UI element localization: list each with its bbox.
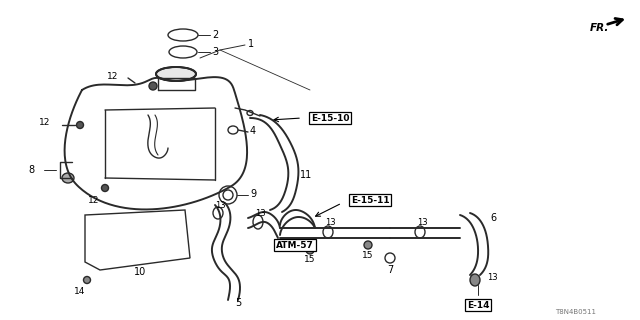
Text: 5: 5 [235,298,241,308]
Text: 12: 12 [88,196,100,204]
Ellipse shape [149,82,157,90]
Text: 8: 8 [28,165,34,175]
Ellipse shape [62,173,74,183]
Ellipse shape [364,241,372,249]
Text: 12: 12 [107,71,118,81]
Text: 9: 9 [250,189,256,199]
Text: 15: 15 [362,252,374,260]
Text: 4: 4 [250,126,256,136]
Text: 12: 12 [38,117,50,126]
Text: E-14: E-14 [467,300,489,309]
Text: E-15-10: E-15-10 [311,114,349,123]
Ellipse shape [77,122,83,129]
Text: 13: 13 [417,218,428,227]
Text: 2: 2 [212,30,218,40]
Text: 11: 11 [300,170,312,180]
Ellipse shape [306,246,314,254]
Text: 14: 14 [74,287,86,297]
Text: 7: 7 [387,265,393,275]
Text: E-15-11: E-15-11 [351,196,389,204]
Ellipse shape [102,185,109,191]
Text: 13: 13 [324,218,335,227]
Ellipse shape [83,276,90,284]
Ellipse shape [156,67,196,81]
Text: 15: 15 [304,255,316,265]
Text: ATM-57: ATM-57 [276,241,314,250]
Ellipse shape [470,274,480,286]
Text: 10: 10 [134,267,146,277]
Text: T8N4B0511: T8N4B0511 [555,309,596,315]
Text: 3: 3 [212,47,218,57]
Text: 13: 13 [214,201,225,210]
Text: 13: 13 [255,209,266,218]
Text: FR.: FR. [590,23,609,33]
Text: 6: 6 [490,213,496,223]
Text: 1: 1 [248,39,254,49]
Text: 13: 13 [487,274,498,283]
